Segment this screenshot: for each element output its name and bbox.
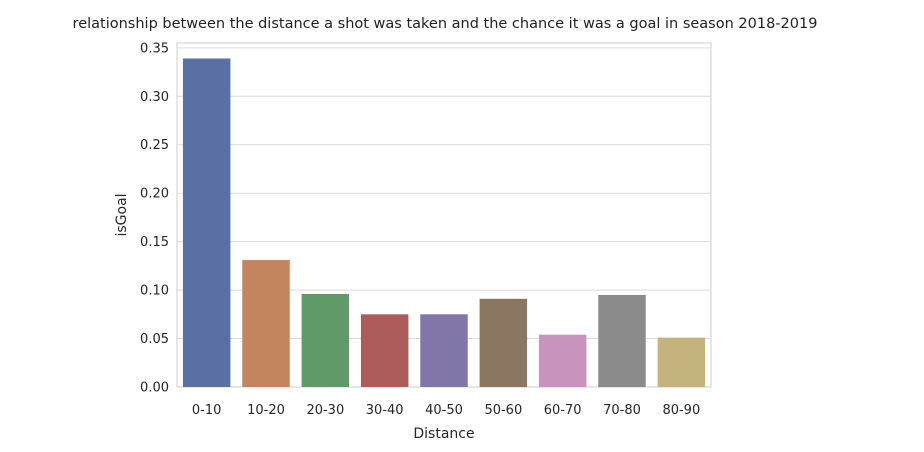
x-tick-label: 50-60 (484, 403, 522, 418)
bar-80-90 (657, 337, 706, 387)
x-tick-label: 60-70 (544, 403, 582, 418)
y-tick-label: 0.30 (140, 90, 169, 105)
y-tick-label: 0.15 (140, 235, 169, 250)
bar-0-10 (182, 58, 231, 388)
y-tick-label: 0.25 (140, 138, 169, 153)
y-tick-label: 0.35 (140, 41, 169, 56)
bar-10-20 (242, 260, 290, 387)
bar-70-80 (598, 294, 646, 387)
y-tick-label: 0.00 (140, 381, 169, 396)
bar-50-60 (479, 298, 528, 387)
bars (182, 58, 706, 388)
bar-30-40 (360, 314, 409, 387)
y-tick-labels: 0.00 0.05 0.10 0.15 0.20 0.25 0.30 0.35 (140, 41, 169, 395)
x-tick-label: 80-90 (662, 403, 700, 418)
x-tick-labels: 0-10 10-20 20-30 30-40 40-50 50-60 60-70 70-80 8… (192, 403, 700, 418)
x-axis-label: Distance (413, 426, 474, 442)
y-tick-label: 0.20 (140, 187, 169, 202)
y-axis-label: isGoal (114, 193, 130, 236)
x-tick-label: 70-80 (603, 403, 641, 418)
x-tick-label: 30-40 (366, 403, 404, 418)
x-tick-label: 40-50 (425, 403, 463, 418)
bar-40-50 (420, 314, 468, 387)
y-tick-label: 0.10 (140, 284, 169, 299)
bar-20-30 (301, 293, 350, 387)
y-tick-label: 0.05 (140, 332, 169, 347)
x-tick-label: 0-10 (192, 403, 222, 418)
chart-title: relationship between the distance a shot… (73, 16, 818, 32)
bar-60-70 (538, 334, 587, 387)
x-tick-label: 10-20 (247, 403, 285, 418)
x-tick-label: 20-30 (306, 403, 344, 418)
